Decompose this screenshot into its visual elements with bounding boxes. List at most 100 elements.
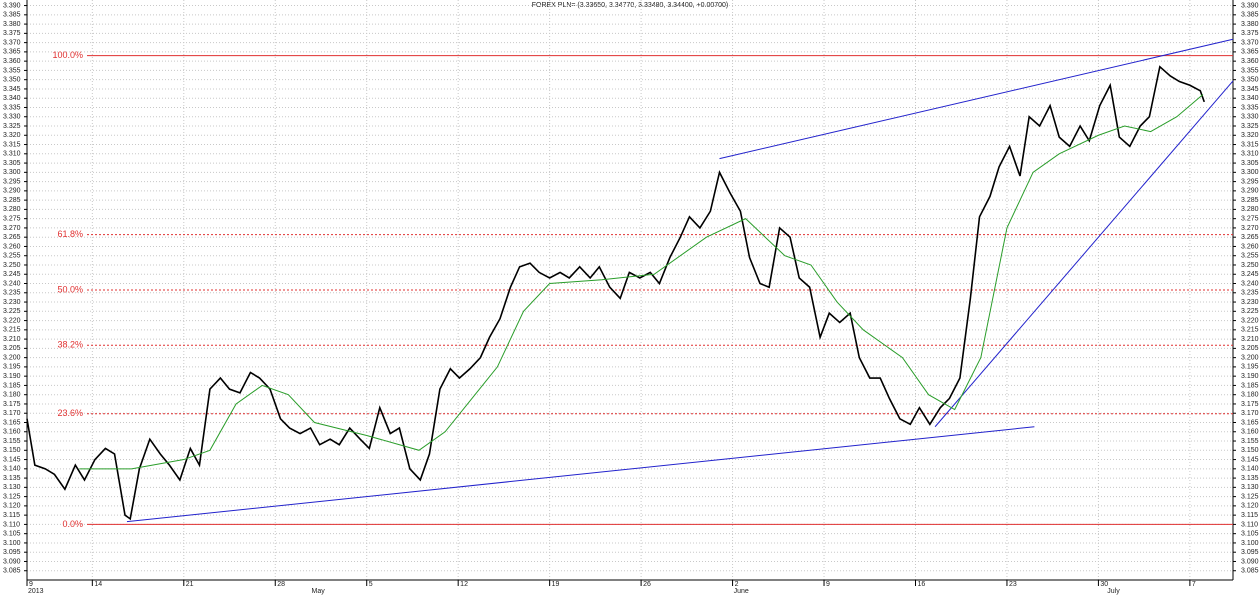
y-tick-label: 3.145 [3, 456, 21, 463]
y-tick-label: 3.115 [3, 512, 20, 519]
y-tick-label: 3.310 [3, 151, 21, 158]
y-tick-label: 3.170 [3, 410, 21, 417]
x-tick-label: 23 [1009, 581, 1017, 588]
y-tick-label: 3.270 [3, 225, 21, 232]
x-tick-label: 9 [826, 581, 830, 588]
y-tick-label: 3.275 [1241, 216, 1259, 223]
y-tick-label: 3.120 [3, 503, 21, 510]
y-tick-label: 3.205 [1241, 345, 1259, 352]
y-tick-label: 3.220 [1241, 317, 1259, 324]
y-tick-label: 3.360 [3, 58, 21, 65]
y-tick-label: 3.085 [1241, 568, 1259, 575]
period-label: 2013 [28, 588, 44, 595]
y-tick-label: 3.305 [3, 160, 21, 167]
x-tick-label: 12 [460, 581, 468, 588]
y-tick-label: 3.200 [1241, 354, 1259, 361]
y-tick-label: 3.140 [3, 466, 21, 473]
y-tick-label: 3.160 [3, 429, 21, 436]
y-tick-label: 3.265 [3, 234, 21, 241]
y-tick-label: 3.385 [1241, 12, 1259, 19]
trend-line [719, 38, 1234, 160]
y-tick-label: 3.350 [3, 77, 21, 84]
x-tick-label: 19 [552, 581, 560, 588]
y-tick-label: 3.190 [1241, 373, 1259, 380]
x-tick-label: 5 [369, 581, 373, 588]
y-tick-label: 3.140 [1241, 466, 1259, 473]
y-tick-label: 3.235 [3, 290, 21, 297]
x-tick-label: 26 [643, 581, 651, 588]
x-tick-label: 16 [917, 581, 925, 588]
y-tick-label: 3.365 [3, 49, 21, 56]
y-tick-label: 3.260 [3, 243, 21, 250]
y-tick-label: 3.200 [3, 354, 21, 361]
y-tick-label: 3.150 [3, 447, 21, 454]
y-tick-label: 3.390 [1241, 2, 1259, 9]
y-tick-label: 3.105 [3, 531, 21, 538]
y-tick-label: 3.135 [1241, 475, 1259, 482]
price-line [26, 65, 1206, 521]
y-tick-label: 3.245 [1241, 271, 1259, 278]
y-tick-label: 3.260 [1241, 243, 1259, 250]
trend-line [934, 80, 1234, 428]
y-tick-label: 3.385 [3, 12, 21, 19]
y-tick-label: 3.125 [3, 493, 21, 500]
y-tick-label: 3.225 [1241, 308, 1259, 315]
y-tick-label: 3.290 [3, 188, 21, 195]
y-tick-label: 3.195 [3, 364, 21, 371]
y-tick-label: 3.215 [1241, 327, 1259, 334]
y-tick-label: 3.135 [3, 475, 21, 482]
fib-label: 100.0% [52, 50, 83, 60]
y-tick-label: 3.280 [1241, 206, 1259, 213]
y-tick-label: 3.370 [3, 39, 21, 46]
y-tick-label: 3.090 [3, 558, 21, 565]
y-tick-label: 3.325 [3, 123, 21, 130]
y-tick-label: 3.340 [3, 95, 21, 102]
fib-label: 61.8% [57, 229, 83, 239]
y-tick-label: 3.155 [1241, 438, 1259, 445]
y-tick-label: 3.230 [3, 299, 21, 306]
y-tick-label: 3.300 [1241, 169, 1259, 176]
y-tick-label: 3.275 [3, 216, 21, 223]
y-tick-label: 3.365 [1241, 49, 1259, 56]
fib-label: 23.6% [57, 408, 83, 418]
y-tick-label: 3.240 [3, 280, 21, 287]
period-label: July [1107, 588, 1120, 595]
y-tick-label: 3.255 [3, 253, 21, 260]
y-tick-label: 3.090 [1241, 558, 1259, 565]
y-tick-label: 3.240 [1241, 280, 1259, 287]
y-tick-label: 3.345 [3, 86, 21, 93]
y-tick-label: 3.270 [1241, 225, 1259, 232]
y-tick-label: 3.330 [3, 114, 21, 121]
y-tick-label: 3.255 [1241, 253, 1259, 260]
y-tick-label: 3.190 [3, 373, 21, 380]
y-tick-label: 3.315 [1241, 141, 1259, 148]
y-tick-label: 3.295 [1241, 178, 1259, 185]
y-tick-label: 3.125 [1241, 493, 1259, 500]
y-tick-label: 3.250 [3, 262, 21, 269]
y-tick-label: 3.345 [1241, 86, 1259, 93]
y-tick-label: 3.375 [3, 30, 21, 37]
y-tick-label: 3.320 [1241, 132, 1259, 139]
y-tick-label: 3.095 [1241, 549, 1259, 556]
y-tick-label: 3.300 [3, 169, 21, 176]
y-tick-label: 3.380 [3, 21, 21, 28]
y-tick-label: 3.340 [1241, 95, 1259, 102]
y-tick-label: 3.100 [1241, 540, 1259, 547]
y-tick-label: 3.265 [1241, 234, 1259, 241]
fib-label: 50.0% [57, 284, 83, 294]
x-tick-label: 9 [29, 581, 33, 588]
y-tick-label: 3.115 [1241, 512, 1258, 519]
y-tick-label: 3.170 [1241, 410, 1259, 417]
y-tick-label: 3.235 [1241, 290, 1259, 297]
fib-label: 38.2% [57, 340, 83, 350]
y-tick-label: 3.325 [1241, 123, 1259, 130]
period-label: May [312, 588, 326, 595]
y-tick-label: 3.320 [3, 132, 21, 139]
y-tick-label: 3.245 [3, 271, 21, 278]
y-tick-label: 3.155 [3, 438, 21, 445]
y-tick-label: 3.285 [1241, 197, 1259, 204]
moving-average-line [79, 94, 1204, 470]
x-tick-label: 30 [1100, 581, 1108, 588]
